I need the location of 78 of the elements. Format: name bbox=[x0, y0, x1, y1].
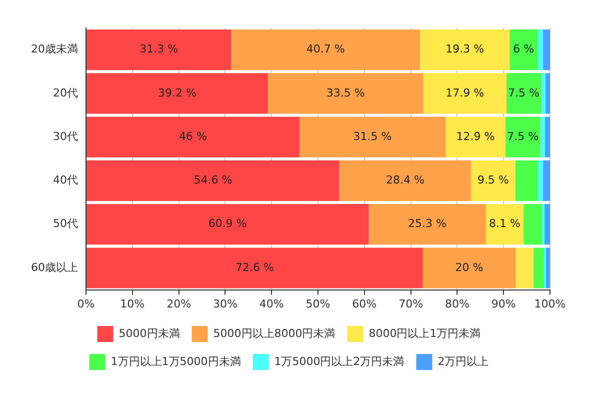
x-tick-label: 90% bbox=[491, 297, 516, 310]
bar bbox=[420, 30, 510, 70]
data-label: 60.9 % bbox=[208, 217, 247, 230]
data-label: 39.2 % bbox=[158, 86, 196, 100]
bar bbox=[471, 160, 516, 202]
bar bbox=[231, 30, 420, 70]
bar bbox=[524, 204, 542, 245]
bar bbox=[543, 160, 550, 202]
bar bbox=[505, 116, 540, 158]
bar bbox=[546, 248, 550, 288]
data-label: 25.3 % bbox=[408, 217, 446, 230]
x-tick-label: 40% bbox=[259, 297, 284, 310]
bar bbox=[86, 30, 232, 70]
legend-label: 1万円以上1万5000円未満 bbox=[110, 354, 241, 368]
bar bbox=[506, 73, 542, 114]
bar bbox=[515, 160, 538, 202]
x-tick-label: 30% bbox=[212, 297, 238, 310]
bar bbox=[540, 116, 545, 158]
data-label: 33.5 % bbox=[326, 86, 365, 100]
data-label: 12.9 % bbox=[456, 130, 495, 143]
bar bbox=[533, 248, 544, 288]
data-label: 46 % bbox=[178, 130, 207, 143]
bar bbox=[486, 204, 524, 245]
x-tick-label: 60% bbox=[352, 297, 377, 310]
legend-label: 2万円以上 bbox=[438, 354, 489, 368]
x-tick-label: 20% bbox=[166, 297, 192, 310]
bar bbox=[86, 248, 423, 288]
bar bbox=[422, 248, 516, 288]
bar bbox=[543, 30, 550, 70]
bar bbox=[299, 116, 446, 158]
bar bbox=[537, 30, 544, 70]
data-label: 54.6 % bbox=[194, 174, 232, 187]
bar bbox=[510, 30, 538, 70]
bar bbox=[537, 160, 544, 202]
bar bbox=[516, 248, 534, 288]
data-label: 72.6 % bbox=[235, 260, 274, 274]
bar bbox=[541, 73, 546, 114]
bar bbox=[339, 160, 472, 202]
bar bbox=[368, 204, 486, 245]
y-tick-label: 20歳未満 bbox=[30, 42, 78, 56]
y-tick-label: 50代 bbox=[52, 217, 78, 230]
data-label: 9.5 % bbox=[477, 174, 509, 187]
bar bbox=[86, 116, 300, 158]
data-label: 40.7 % bbox=[306, 42, 345, 56]
x-tick-label: 0% bbox=[77, 297, 95, 310]
data-label: 17.9 % bbox=[446, 86, 484, 100]
bar bbox=[542, 204, 544, 245]
legend-label: 8000円以上1万円未満 bbox=[368, 326, 481, 340]
data-label: 7.5 % bbox=[507, 130, 539, 143]
data-label: 19.3 % bbox=[446, 42, 484, 56]
y-tick-label: 40代 bbox=[52, 174, 78, 187]
x-tick-label: 100% bbox=[534, 297, 566, 310]
x-tick-label: 70% bbox=[398, 297, 424, 310]
data-label: 6 % bbox=[513, 42, 534, 56]
data-label: 31.5 % bbox=[353, 130, 392, 143]
bar bbox=[544, 116, 550, 158]
bar bbox=[86, 73, 268, 114]
bar bbox=[446, 116, 506, 158]
bar bbox=[268, 73, 424, 114]
x-tick-label: 80% bbox=[444, 297, 470, 310]
x-tick-label: 10% bbox=[120, 297, 145, 310]
data-label: 28.4 % bbox=[386, 174, 424, 187]
data-label: 7.5 % bbox=[508, 86, 540, 100]
y-tick-label: 20代 bbox=[52, 86, 78, 100]
legend-label: 1万5000円以上2万円未満 bbox=[274, 354, 404, 368]
data-label: 31.3 % bbox=[140, 42, 178, 56]
bar bbox=[545, 73, 550, 114]
data-label: 20 % bbox=[455, 260, 484, 274]
data-label: 8.1 % bbox=[489, 217, 520, 230]
y-tick-label: 60歳以上 bbox=[30, 260, 78, 274]
bar bbox=[86, 204, 369, 245]
bar bbox=[544, 204, 550, 245]
y-tick-label: 30代 bbox=[52, 130, 78, 143]
bar bbox=[423, 73, 506, 114]
legend-label: 5000円以上8000円未満 bbox=[213, 326, 336, 340]
legend-label: 5000円未満 bbox=[118, 326, 180, 340]
bar bbox=[86, 160, 340, 202]
x-tick-label: 50% bbox=[306, 297, 330, 310]
